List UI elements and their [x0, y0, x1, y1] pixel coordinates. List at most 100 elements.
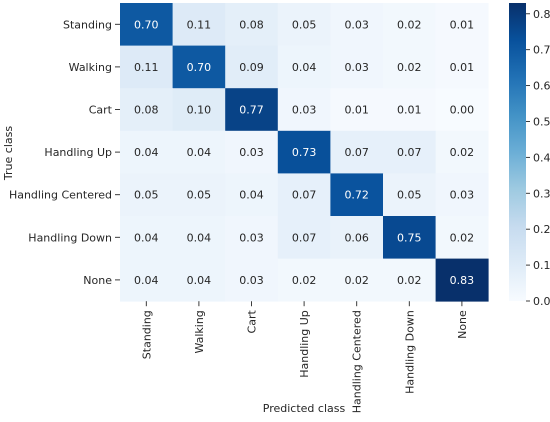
- cell-value-label: 0.03: [344, 61, 369, 74]
- heatmap-cell: [120, 173, 173, 217]
- cell-value-label: 0.01: [344, 104, 369, 117]
- cell-value-label: 0.02: [397, 18, 422, 31]
- heatmap-cell: [120, 45, 173, 89]
- cell-value-label: 0.03: [292, 104, 317, 117]
- cell-value-label: 0.06: [344, 231, 369, 244]
- cell-value-label: 0.07: [397, 146, 422, 159]
- x-tick-label: Walking: [193, 310, 206, 353]
- heatmap-cell: [435, 3, 489, 46]
- colorbar-tick-label: 0.3: [533, 187, 550, 200]
- heatmap-cell: [330, 130, 384, 174]
- heatmap-cell: [277, 88, 331, 132]
- cell-value-label: 0.04: [134, 231, 159, 244]
- colorbar-tick-label: 0.2: [533, 223, 550, 236]
- cell-value-label: 0.03: [450, 189, 475, 202]
- cell-value-label: 0.00: [450, 104, 475, 117]
- y-tick-label: Handling Down: [28, 231, 112, 244]
- colorbar-tick-label: 0.4: [533, 151, 550, 164]
- heatmap-cell: [225, 216, 279, 259]
- cell-value-label: 0.07: [292, 189, 317, 202]
- cell-value-label: 0.05: [292, 18, 317, 31]
- colorbar-tick-label: 0.8: [533, 8, 550, 21]
- cell-value-label: 0.70: [134, 18, 159, 31]
- cell-value-label: 0.02: [397, 61, 422, 74]
- heatmap-cell: [330, 216, 384, 259]
- heatmap-cell: [383, 130, 436, 174]
- cell-value-label: 0.04: [134, 274, 159, 287]
- cell-value-label: 0.07: [292, 231, 317, 244]
- heatmap-cell: [277, 130, 331, 174]
- heatmap-cell: [435, 173, 489, 217]
- y-tick-label: Handling Up: [44, 146, 112, 159]
- cell-value-label: 0.11: [134, 61, 159, 74]
- heatmap-cell: [330, 88, 384, 132]
- cell-value-label: 0.75: [397, 231, 422, 244]
- cell-value-label: 0.05: [134, 189, 159, 202]
- heatmap-cell: [435, 130, 489, 174]
- colorbar-tick-label: 0.7: [533, 44, 550, 57]
- heatmap-cell: [120, 88, 173, 132]
- heatmap-cell: [383, 258, 436, 302]
- y-tick-label: Handling Centered: [9, 189, 112, 202]
- colorbar: [509, 3, 526, 301]
- y-tick-label: Standing: [63, 18, 112, 31]
- heatmap-cell: [172, 130, 226, 174]
- cell-value-label: 0.04: [134, 146, 159, 159]
- cell-value-label: 0.83: [450, 274, 475, 287]
- heatmap-cell: [225, 130, 279, 174]
- y-tick-label: Cart: [89, 104, 113, 117]
- heatmap-cell: [277, 216, 331, 259]
- heatmap-cell: [225, 45, 279, 89]
- heatmap-cell: [330, 3, 384, 46]
- heatmap-cell: [330, 45, 384, 89]
- cell-value-label: 0.01: [450, 61, 475, 74]
- cell-value-label: 0.73: [292, 146, 317, 159]
- x-tick-label: Standing: [140, 310, 153, 359]
- y-axis: Standing Walking Cart Handling Up Handling C…: [9, 18, 120, 287]
- heatmap-cell: [172, 3, 226, 46]
- heatmap-cell: [383, 173, 436, 217]
- colorbar-tick-label: 0.6: [533, 80, 550, 93]
- heatmap-cell: [435, 216, 489, 259]
- cell-value-label: 0.03: [344, 18, 369, 31]
- heatmap-cell: [172, 173, 226, 217]
- y-tick-label: Walking: [69, 61, 112, 74]
- heatmap-cell: [172, 45, 226, 89]
- heatmap-cell: [330, 173, 384, 217]
- cell-value-label: 0.04: [187, 231, 212, 244]
- cell-value-label: 0.03: [239, 231, 264, 244]
- colorbar-tick-label: 0.0: [533, 295, 550, 308]
- heatmap-cell: [277, 173, 331, 217]
- cell-value-label: 0.07: [344, 146, 369, 159]
- cell-value-label: 0.04: [292, 61, 317, 74]
- heatmap-cell: [435, 45, 489, 89]
- cell-value-label: 0.09: [239, 61, 264, 74]
- x-tick-label: Handling Down: [403, 310, 416, 394]
- colorbar-axis: 0.0 0.1 0.2 0.3 0.4 0.5 0.6 0.7 0.8: [526, 8, 550, 308]
- heatmap-cell: [435, 258, 489, 302]
- y-axis-title: True class: [2, 126, 15, 181]
- cell-value-label: 0.02: [450, 146, 475, 159]
- x-tick-label: Handling Centered: [351, 310, 364, 413]
- heatmap-cell-labels: 0.70 0.11 0.08 0.05 0.03 0.02 0.01 0.11 0.70 0.09…: [134, 18, 474, 287]
- heatmap-cell: [383, 88, 436, 132]
- cell-value-label: 0.02: [292, 274, 317, 287]
- cell-value-label: 0.01: [450, 18, 475, 31]
- heatmap-cell: [383, 3, 436, 46]
- y-tick-label: None: [83, 274, 112, 287]
- cell-value-label: 0.04: [187, 274, 212, 287]
- cell-value-label: 0.04: [187, 146, 212, 159]
- heatmap-cell: [225, 3, 279, 46]
- cell-value-label: 0.05: [187, 189, 212, 202]
- heatmap-cell: [225, 258, 279, 302]
- heatmap-cell: [277, 45, 331, 89]
- x-tick-label: Cart: [246, 310, 259, 334]
- cell-value-label: 0.02: [344, 274, 369, 287]
- x-axis-title: Predicted class: [263, 402, 346, 415]
- heatmap-cell: [225, 173, 279, 217]
- cell-value-label: 0.72: [344, 189, 369, 202]
- colorbar-tick-label: 0.1: [533, 259, 550, 272]
- heatmap-cell: [225, 88, 279, 132]
- cell-value-label: 0.11: [187, 18, 212, 31]
